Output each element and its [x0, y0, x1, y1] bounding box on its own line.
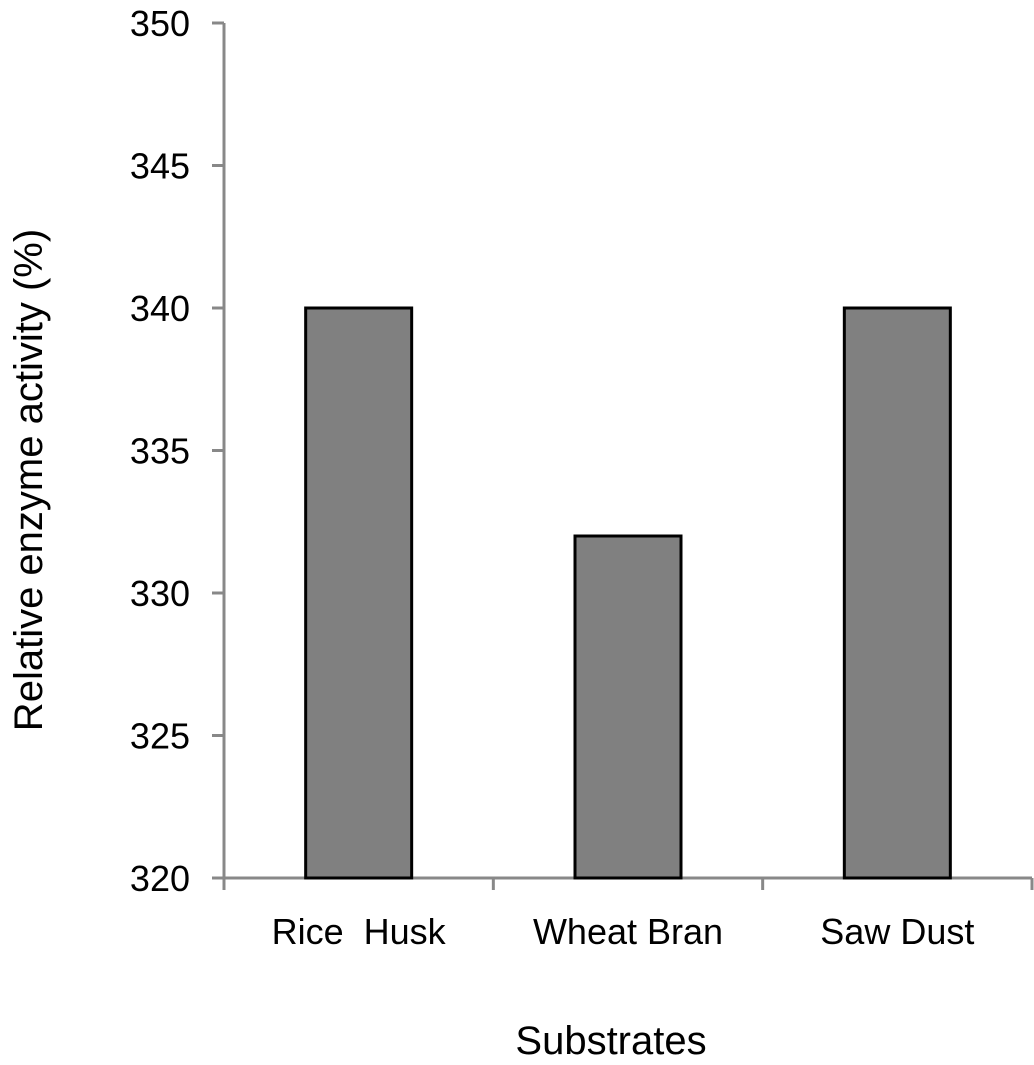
bar: [304, 306, 414, 880]
x-axis-title: Substrates: [515, 1019, 706, 1063]
bar: [573, 534, 683, 880]
x-tick-label: Wheat Bran: [533, 911, 723, 952]
y-axis: 320 325 330 335 340 345 350: [130, 3, 226, 899]
y-axis-title: Relative enzyme activity (%): [7, 229, 51, 731]
bars: [304, 306, 952, 880]
y-tick-label: 350: [130, 3, 190, 44]
x-tick-label: Rice Husk: [272, 911, 447, 952]
x-tick-label: Saw Dust: [820, 911, 974, 952]
x-axis: Rice Husk Wheat Bran Saw Dust: [222, 876, 1034, 952]
y-tick-label: 330: [130, 573, 190, 614]
y-tick-label: 340: [130, 288, 190, 329]
y-tick-label: 345: [130, 146, 190, 187]
y-tick-label: 320: [130, 858, 190, 899]
y-tick-label: 335: [130, 431, 190, 472]
y-tick-label: 325: [130, 716, 190, 757]
bar: [842, 306, 952, 880]
